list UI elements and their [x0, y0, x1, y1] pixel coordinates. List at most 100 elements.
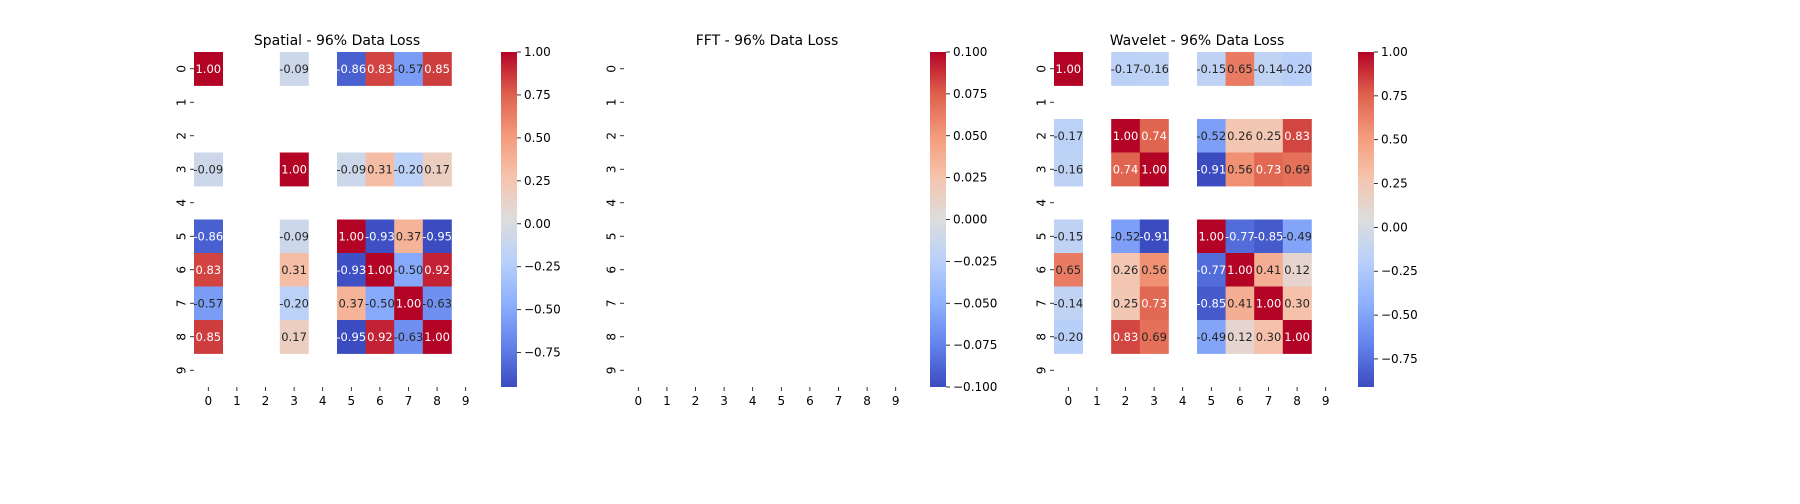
- cell-label: -0.95: [336, 330, 366, 344]
- heatmap-cell: [1111, 52, 1141, 86]
- colorbar-tick-label: −0.50: [1381, 308, 1418, 322]
- colorbar-tick-label: 0.50: [524, 131, 551, 145]
- y-tick-label: 2: [1035, 132, 1049, 140]
- heatmap-cell: [365, 286, 395, 321]
- heatmap-cell: [422, 52, 452, 86]
- heatmap-cell: [1139, 52, 1169, 86]
- x-tick-label: 8: [433, 394, 441, 408]
- heatmap-cell: [1282, 119, 1312, 153]
- x-tick-label: 8: [863, 394, 871, 408]
- x-tick-label: 3: [1150, 394, 1158, 408]
- cell-label: 1.00: [1055, 62, 1081, 76]
- heatmap-cell: [394, 320, 424, 354]
- heatmap-cell: [394, 52, 424, 86]
- y-tick-label: 6: [605, 266, 619, 274]
- cell-label: 0.26: [1113, 263, 1139, 277]
- heatmap-cell: [1054, 320, 1083, 354]
- y-tick-label: 2: [605, 132, 619, 140]
- cell-label: 0.25: [1256, 129, 1282, 143]
- colorbar-tick-label: 1.00: [1381, 45, 1408, 59]
- x-tick-label: 3: [290, 394, 298, 408]
- x-tick-label: 0: [634, 394, 642, 408]
- heatmap-cell: [422, 219, 452, 254]
- x-tick-label: 2: [692, 394, 700, 408]
- cell-label: 0.25: [1113, 296, 1139, 310]
- x-tick-label: 5: [777, 394, 785, 408]
- heatmap-cell: [1054, 152, 1083, 187]
- cell-label: -0.93: [365, 229, 395, 243]
- heatmap-cell: [1197, 119, 1226, 153]
- cell-label: 0.37: [338, 296, 364, 310]
- chart-title: Wavelet - 96% Data Loss: [1110, 33, 1285, 49]
- cell-label: -0.52: [1196, 129, 1226, 143]
- y-tick-label: 9: [605, 366, 619, 374]
- heatmap-cell: [1225, 119, 1255, 153]
- colorbar-tick-label: 0.25: [1381, 177, 1408, 191]
- colorbar-tick-label: −0.50: [524, 303, 561, 317]
- y-tick-label: 0: [605, 65, 619, 73]
- cell-label: 0.83: [195, 263, 221, 277]
- cell-label: 0.56: [1227, 162, 1253, 176]
- heatmap-cell: [1282, 152, 1312, 187]
- colorbar-tick-label: 0.50: [1381, 133, 1408, 147]
- x-tick-label: 4: [1179, 394, 1187, 408]
- colorbar-tick-label: 0.000: [953, 213, 987, 227]
- y-tick-label: 9: [175, 366, 189, 374]
- x-tick-label: 2: [1122, 394, 1130, 408]
- heatmap-cell: [1111, 286, 1141, 321]
- cell-label: -0.09: [279, 229, 309, 243]
- heatmap-cell: [1282, 219, 1312, 254]
- cell-label: 1.00: [1227, 263, 1253, 277]
- cell-label: -0.86: [336, 62, 366, 76]
- heatmap-cell: [337, 152, 366, 187]
- cell-label: 0.31: [281, 263, 307, 277]
- heatmap-cell: [194, 52, 223, 86]
- cell-label: -0.20: [1053, 330, 1083, 344]
- heatmap-cell: [194, 253, 223, 287]
- heatmap-cell: [337, 286, 366, 321]
- colorbar: [930, 52, 946, 387]
- heatmap-cell: [1282, 286, 1312, 321]
- cell-label: -0.77: [1196, 263, 1226, 277]
- cell-label: 1.00: [396, 296, 422, 310]
- heatmap-cell: [279, 219, 309, 254]
- cell-label: 0.17: [281, 330, 307, 344]
- heatmap-cell: [422, 286, 452, 321]
- heatmap-cell: [279, 253, 309, 287]
- x-tick-label: 0: [1064, 394, 1072, 408]
- heatmap-cell: [1054, 253, 1083, 287]
- heatmap-cell: [1254, 52, 1284, 86]
- colorbar: [1358, 52, 1374, 387]
- y-tick-label: 4: [1035, 199, 1049, 207]
- x-tick-label: 1: [1093, 394, 1101, 408]
- y-tick-label: 5: [605, 232, 619, 240]
- x-tick-label: 6: [1236, 394, 1244, 408]
- heatmap-cell: [1254, 152, 1284, 187]
- y-tick-label: 8: [1035, 333, 1049, 341]
- x-tick-label: 5: [347, 394, 355, 408]
- heatmap-cell: [1139, 219, 1169, 254]
- heatmap-cell: [1282, 253, 1312, 287]
- cell-label: -0.14: [1053, 296, 1083, 310]
- cell-label: 0.12: [1284, 263, 1310, 277]
- colorbar-tick-label: −0.050: [953, 296, 997, 310]
- heatmap-cell: [1111, 152, 1141, 187]
- heatmap-cell: [1197, 152, 1226, 187]
- cell-label: 0.83: [367, 62, 393, 76]
- colorbar: [501, 52, 517, 387]
- colorbar-tick-label: −0.100: [953, 380, 997, 394]
- cell-label: -0.57: [193, 296, 223, 310]
- heatmap-cell: [194, 152, 223, 187]
- x-tick-label: 9: [462, 394, 470, 408]
- cell-label: 0.69: [1141, 330, 1167, 344]
- x-tick-label: 8: [1293, 394, 1301, 408]
- cell-label: -0.52: [1111, 229, 1141, 243]
- y-tick-label: 6: [175, 266, 189, 274]
- heatmap-cell: [1197, 52, 1226, 86]
- heatmap-cell: [365, 152, 395, 187]
- cell-label: 0.26: [1227, 129, 1253, 143]
- y-tick-label: 5: [1035, 232, 1049, 240]
- cell-label: 0.65: [1055, 263, 1081, 277]
- cell-label: 1.00: [338, 229, 364, 243]
